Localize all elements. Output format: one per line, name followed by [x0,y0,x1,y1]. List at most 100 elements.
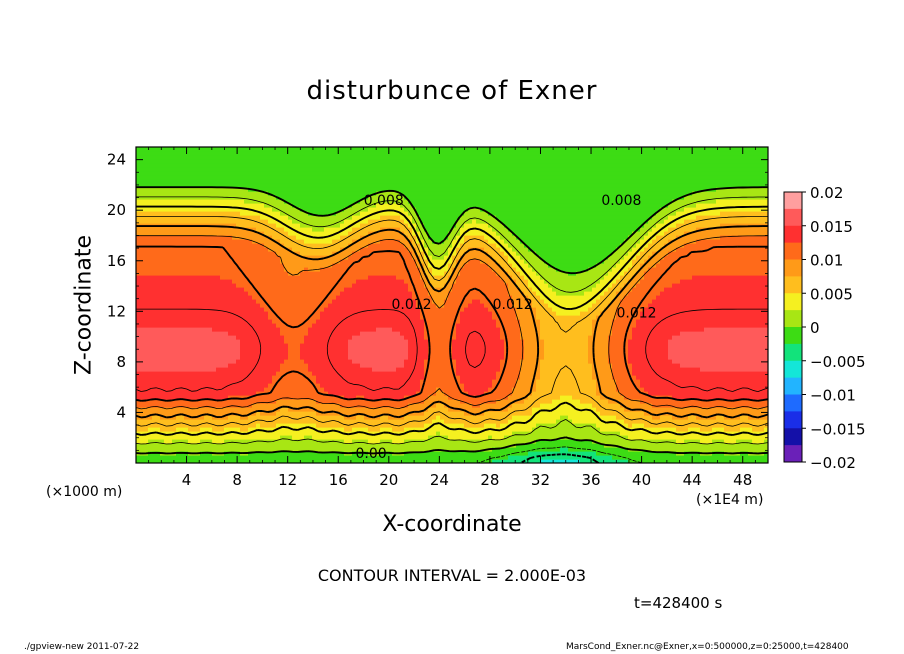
heatmap-cell [384,335,389,340]
heatmap-cell [252,203,257,208]
heatmap-cell [384,419,389,424]
heatmap-cell [372,371,377,376]
heatmap-cell [380,347,385,352]
heatmap-cell [176,243,181,248]
heatmap-cell [368,399,373,404]
heatmap-cell [376,331,381,336]
heatmap-cell [192,379,197,384]
heatmap-cell [144,383,149,388]
heatmap-cell [328,431,333,436]
heatmap-cell [220,395,225,400]
heatmap-cell [268,211,273,216]
heatmap-cell [244,303,249,308]
heatmap-cell [380,215,385,220]
heatmap-cell [188,315,193,320]
heatmap-cell [192,315,197,320]
heatmap-cell [292,159,297,164]
heatmap-cell [144,283,149,288]
heatmap-cell [148,315,153,320]
heatmap-cell [284,191,289,196]
heatmap-cell [336,283,341,288]
heatmap-cell [364,211,369,216]
heatmap-cell [312,299,317,304]
heatmap-cell [316,275,321,280]
heatmap-cell [176,211,181,216]
heatmap-cell [284,379,289,384]
heatmap-cell [260,247,265,252]
heatmap-cell [280,327,285,332]
heatmap-cell [176,399,181,404]
heatmap-cell [240,415,245,420]
heatmap-cell [284,311,289,316]
heatmap-cell [332,383,337,388]
heatmap-cell [384,319,389,324]
heatmap-cell [136,239,141,244]
heatmap-cell [188,167,193,172]
heatmap-cell [308,423,313,428]
heatmap-cell [280,155,285,160]
heatmap-cell [316,291,321,296]
heatmap-cell [200,419,205,424]
heatmap-cell [240,259,245,264]
heatmap-cell [304,315,309,320]
heatmap-cell [308,151,313,156]
heatmap-cell [200,311,205,316]
heatmap-cell [180,199,185,204]
heatmap-cell [296,159,301,164]
heatmap-cell [328,171,333,176]
heatmap-cell [144,323,149,328]
heatmap-cell [264,363,269,368]
heatmap-cell [344,331,349,336]
heatmap-cell [152,155,157,160]
heatmap-cell [144,171,149,176]
heatmap-cell [376,287,381,292]
heatmap-cell [228,387,233,392]
heatmap-cell [188,215,193,220]
heatmap-cell [196,303,201,308]
heatmap-cell [148,239,153,244]
heatmap-cell [204,355,209,360]
heatmap-cell [296,395,301,400]
heatmap-cell [244,307,249,312]
heatmap-cell [288,447,293,452]
heatmap-cell [340,299,345,304]
heatmap-cell [288,339,293,344]
heatmap-cell [380,283,385,288]
heatmap-cell [352,219,357,224]
heatmap-cell [148,255,153,260]
heatmap-cell [308,391,313,396]
heatmap-cell [212,399,217,404]
heatmap-cell [244,179,249,184]
heatmap-cell [320,435,325,440]
heatmap-cell [196,343,201,348]
heatmap-cell [144,151,149,156]
heatmap-cell [288,223,293,228]
heatmap-cell [308,251,313,256]
heatmap-cell [172,275,177,280]
heatmap-cell [136,399,141,404]
heatmap-cell [296,367,301,372]
heatmap-cell [220,283,225,288]
heatmap-cell [184,355,189,360]
heatmap-cell [164,203,169,208]
heatmap-cell [216,347,221,352]
heatmap-cell [180,163,185,168]
heatmap-cell [320,243,325,248]
heatmap-cell [316,199,321,204]
heatmap-cell [136,291,141,296]
heatmap-cell [268,239,273,244]
heatmap-cell [264,423,269,428]
heatmap-cell [176,335,181,340]
heatmap-cell [136,443,141,448]
heatmap-cell [232,323,237,328]
heatmap-cell [240,195,245,200]
heatmap-cell [172,367,177,372]
heatmap-cell [172,363,177,368]
heatmap-cell [340,243,345,248]
heatmap-cell [296,415,301,420]
heatmap-cell [244,271,249,276]
heatmap-cell [204,203,209,208]
heatmap-cell [244,291,249,296]
heatmap-cell [356,215,361,220]
heatmap-cell [316,311,321,316]
